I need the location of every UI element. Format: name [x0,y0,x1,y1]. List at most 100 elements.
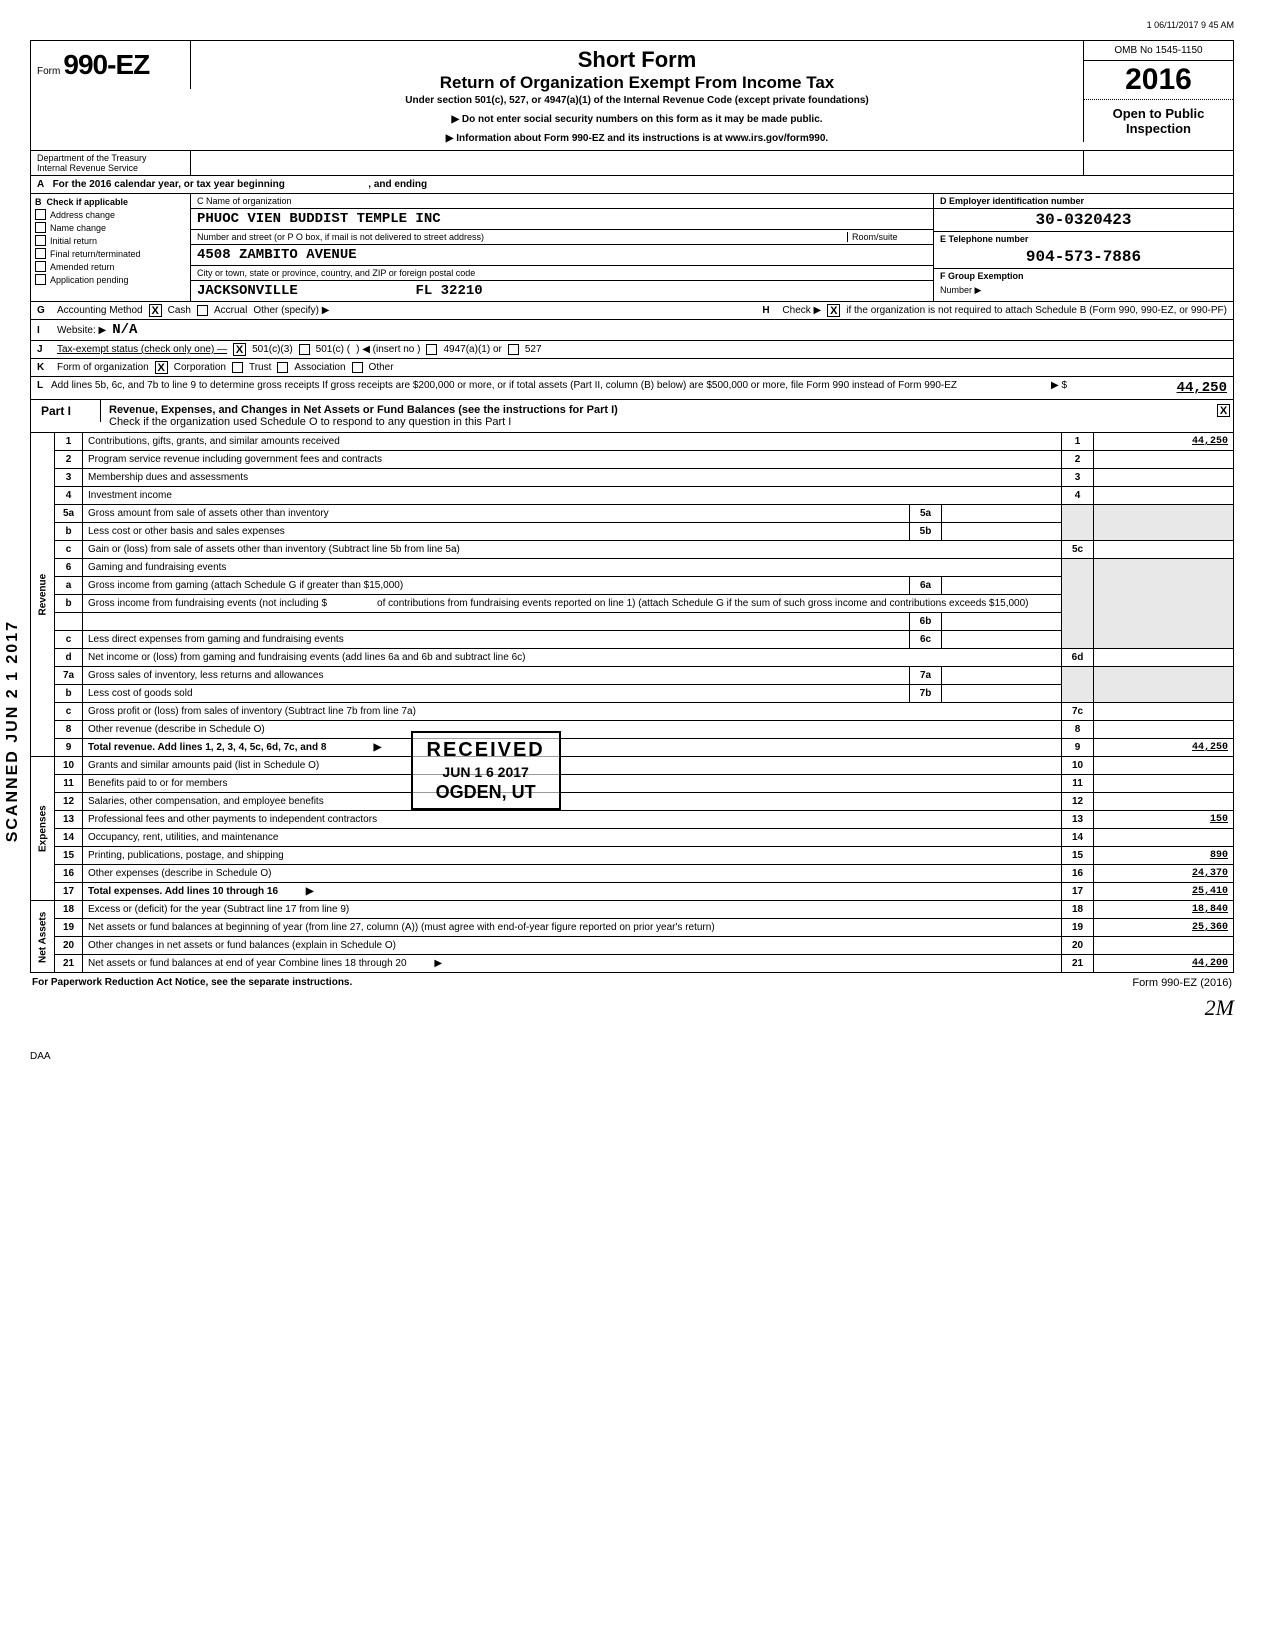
line-num: 21 [55,955,83,973]
chk-4947[interactable] [426,344,437,355]
title-sub: Return of Organization Exempt From Incom… [201,73,1073,93]
line-num: d [55,649,83,667]
row-j: J Tax-exempt status (check only one) — X… [30,341,1234,359]
d-label: D Employer identification number [934,194,1233,209]
line7c-val [1094,703,1234,721]
chk-h[interactable]: X [827,304,840,317]
line13-desc: Professional fees and other payments to … [83,811,1062,829]
c-city: JACKSONVILLE [197,283,298,299]
line7c-desc: Gross profit or (loss) from sales of inv… [83,703,1062,721]
chk-cash[interactable]: X [149,304,162,317]
f-label: F Group Exemption [934,269,1233,283]
chk-initial-return[interactable] [35,235,46,246]
c-street-label: Number and street (or P O box, if mail i… [197,232,847,242]
line15-desc: Printing, publications, postage, and shi… [83,847,1062,865]
line12-rn: 12 [1062,793,1094,811]
chk-application-pending[interactable] [35,274,46,285]
col-b: B Check if applicable Address change Nam… [31,194,191,301]
shade [1062,667,1094,703]
dept-row: Department of the Treasury Internal Reve… [30,151,1234,176]
line6c-desc: Less direct expenses from gaming and fun… [83,631,910,649]
main-table: Revenue 1 Contributions, gifts, grants, … [30,433,1234,973]
l-text: Add lines 5b, 6c, and 7b to line 9 to de… [51,380,1051,396]
line7a-desc: Gross sales of inventory, less returns a… [83,667,910,685]
e-label: E Telephone number [934,232,1233,246]
tax-year: 2016 [1084,61,1233,100]
chk-501c[interactable] [299,344,310,355]
b-item-5: Application pending [50,275,129,285]
line20-desc: Other changes in net assets or fund bala… [83,937,1062,955]
l-value: 44,250 [1067,380,1227,396]
line-num: 13 [55,811,83,829]
chk-final-return[interactable] [35,248,46,259]
row-a-letter: A [37,179,44,190]
c-city-label: City or town, state or province, country… [191,266,933,281]
chk-527[interactable] [508,344,519,355]
line-num: 9 [55,739,83,757]
mid-6c: 6c [910,631,942,649]
line10-desc: Grants and similar amounts paid (list in… [83,757,1062,775]
chk-trust[interactable] [232,362,243,373]
line-num: 15 [55,847,83,865]
mid-5b: 5b [910,523,942,541]
line14-rn: 14 [1062,829,1094,847]
chk-other-org[interactable] [352,362,363,373]
shade [1094,505,1234,541]
mid-7a-val [942,667,1062,685]
b-item-4: Amended return [50,262,115,272]
i-label: I [37,325,51,336]
line10-rn: 10 [1062,757,1094,775]
row-a: A For the 2016 calendar year, or tax yea… [30,176,1234,194]
title-main: Short Form [201,47,1073,73]
row-a-ending: , and ending [368,179,427,190]
line8-val [1094,721,1234,739]
form-header: Form 990-EZ Short Form Return of Organiz… [30,40,1234,151]
row-g-h: G Accounting Method X Cash Accrual Other… [30,302,1234,320]
line6b-desc1: Gross income from fundraising events (no… [88,598,327,609]
part1-header: Part I Revenue, Expenses, and Changes in… [30,400,1234,433]
form-number: 990-EZ [63,49,149,80]
line6d-desc: Net income or (loss) from gaming and fun… [83,649,1062,667]
line11-rn: 11 [1062,775,1094,793]
stamp-date: JUN 1 6 2017 [427,763,545,781]
chk-name-change[interactable] [35,222,46,233]
title-arrow2: ▶ Information about Form 990-EZ and its … [201,133,1073,144]
line-num [55,613,83,631]
line20-rn: 20 [1062,937,1094,955]
line2-rn: 2 [1062,451,1094,469]
dept-center [191,151,1083,175]
j-text: Tax-exempt status (check only one) — [57,344,227,355]
line3-desc: Membership dues and assessments [83,469,1062,487]
line3-rn: 3 [1062,469,1094,487]
row-i: I Website: ▶ N/A [30,320,1234,341]
k-opt4: Other [369,362,394,373]
chk-assoc[interactable] [277,362,288,373]
c-label: C Name of organization [191,194,933,209]
chk-address-change[interactable] [35,209,46,220]
line-num: 10 [55,757,83,775]
mid-7b: 7b [910,685,942,703]
line-num: 18 [55,901,83,919]
chk-corp[interactable]: X [155,361,168,374]
side-revenue: Revenue [31,433,55,757]
form-prefix: Form [37,66,60,77]
line11-val [1094,775,1234,793]
chk-amended[interactable] [35,261,46,272]
line13-rn: 13 [1062,811,1094,829]
line6a-desc: Gross income from gaming (attach Schedul… [83,577,910,595]
chk-accrual[interactable] [197,305,208,316]
line8-desc: Other revenue (describe in Schedule O) [83,721,1062,739]
line18-val: 18,840 [1094,901,1234,919]
dept-irs: Internal Revenue Service [37,163,184,173]
c-room-label: Room/suite [847,232,927,242]
g-label: G [37,305,51,316]
g-text: Accounting Method [57,305,143,316]
chk-501c3[interactable]: X [233,343,246,356]
mid-7b-val [942,685,1062,703]
chk-part1[interactable]: X [1217,404,1230,417]
title-cell: Short Form Return of Organization Exempt… [191,41,1083,150]
line19-rn: 19 [1062,919,1094,937]
line10-val [1094,757,1234,775]
mid-5b-val [942,523,1062,541]
line-num: 12 [55,793,83,811]
